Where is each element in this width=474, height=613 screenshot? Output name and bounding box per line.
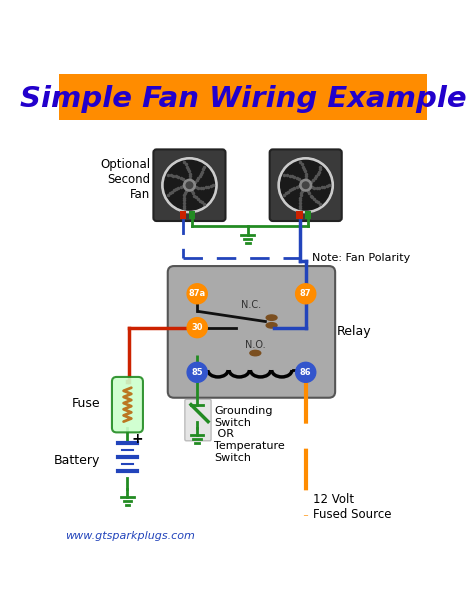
Text: Battery: Battery [54, 454, 100, 466]
Text: 87: 87 [300, 289, 311, 299]
Circle shape [162, 158, 217, 213]
FancyBboxPatch shape [185, 399, 211, 441]
FancyBboxPatch shape [59, 74, 427, 120]
Circle shape [278, 158, 333, 213]
Circle shape [186, 182, 193, 188]
FancyBboxPatch shape [180, 211, 186, 219]
FancyBboxPatch shape [168, 266, 335, 398]
FancyBboxPatch shape [112, 377, 143, 432]
FancyBboxPatch shape [189, 211, 195, 219]
FancyBboxPatch shape [270, 150, 342, 221]
FancyBboxPatch shape [296, 211, 302, 219]
FancyBboxPatch shape [154, 150, 226, 221]
Text: 86: 86 [300, 368, 311, 377]
Ellipse shape [266, 315, 277, 321]
Ellipse shape [266, 322, 277, 328]
Text: 85: 85 [191, 368, 203, 377]
Text: Note: Fan Polarity: Note: Fan Polarity [312, 253, 410, 264]
Text: +: + [131, 432, 143, 446]
Text: Relay: Relay [337, 326, 371, 338]
Circle shape [187, 284, 207, 304]
Text: Fuse: Fuse [72, 397, 100, 409]
Text: Optional
Second
Fan: Optional Second Fan [100, 158, 150, 200]
Circle shape [302, 182, 309, 188]
FancyBboxPatch shape [305, 211, 311, 219]
Circle shape [296, 362, 316, 383]
Text: 30: 30 [191, 323, 203, 332]
Text: 12 Volt
Fused Source: 12 Volt Fused Source [313, 493, 392, 521]
Circle shape [281, 161, 331, 210]
Circle shape [183, 180, 195, 191]
Text: www.gtsparkplugs.com: www.gtsparkplugs.com [65, 531, 195, 541]
Text: N.C.: N.C. [241, 300, 262, 310]
Text: N.O.: N.O. [245, 340, 265, 349]
Circle shape [187, 362, 207, 383]
Circle shape [300, 180, 311, 191]
Text: Simple Fan Wiring Example: Simple Fan Wiring Example [19, 85, 466, 113]
Text: Grounding
Switch
 OR
Temperature
Switch: Grounding Switch OR Temperature Switch [214, 406, 285, 463]
Text: 87a: 87a [189, 289, 206, 299]
Circle shape [187, 318, 207, 338]
Circle shape [296, 284, 316, 304]
Circle shape [164, 161, 214, 210]
Ellipse shape [250, 351, 261, 356]
